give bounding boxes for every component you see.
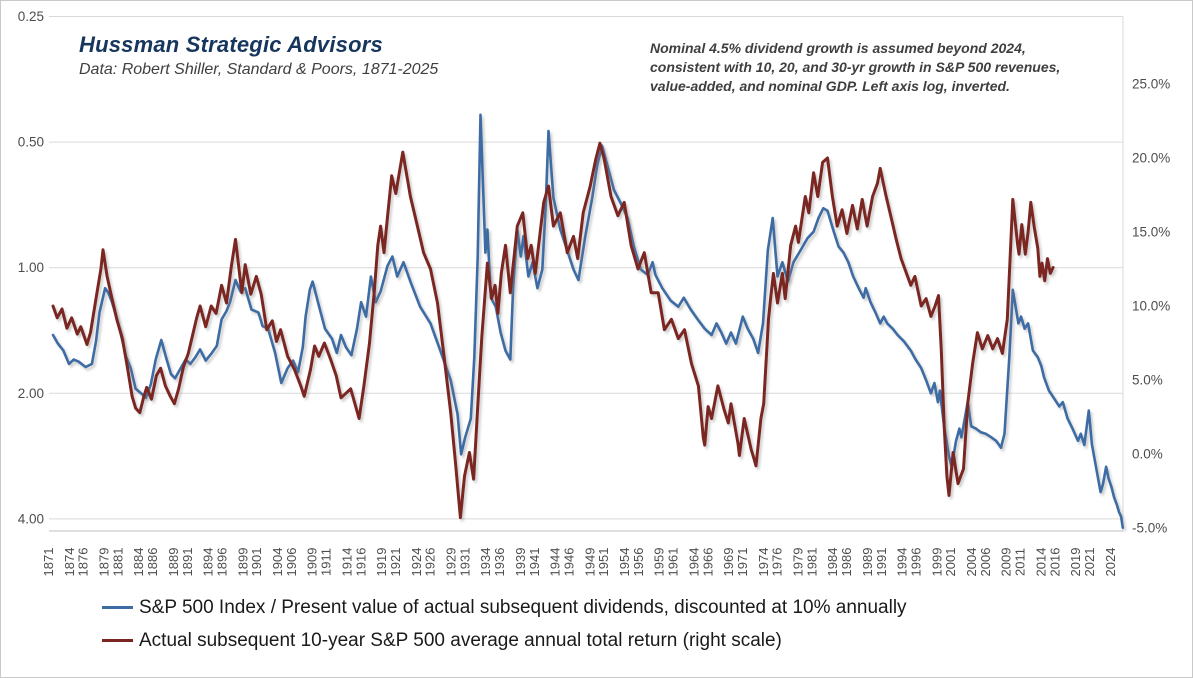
right-axis-tick-label: 20.0% (1132, 151, 1170, 166)
x-axis-tick-label: 1894 (201, 548, 216, 577)
x-axis-tick-label: 2024 (1103, 548, 1118, 577)
x-axis-tick-label: 1906 (284, 548, 299, 577)
x-axis-tick-label: 1876 (76, 548, 91, 577)
x-axis-tick-label: 1886 (145, 548, 160, 577)
x-axis-tick-label: 2001 (943, 548, 958, 577)
x-axis-tick-label: 1909 (305, 548, 320, 577)
x-axis-tick-label: 1881 (110, 548, 125, 577)
chart-legend: S&P 500 Index / Present value of actual … (102, 591, 907, 657)
x-axis-tick-label: 1969 (721, 548, 736, 577)
chart-annotation: Nominal 4.5% dividend growth is assumed … (650, 39, 1060, 96)
x-axis-tick-label: 1889 (166, 548, 181, 577)
blue-series-swatch (102, 606, 133, 609)
x-axis-tick-label: 1951 (596, 548, 611, 577)
x-axis-tick-label: 2019 (1068, 548, 1083, 577)
chart-header: Hussman Strategic Advisors Data: Robert … (79, 32, 438, 79)
x-axis-tick-label: 1926 (423, 548, 438, 577)
legend-item-red-series: Actual subsequent 10-year S&P 500 averag… (102, 624, 907, 657)
x-axis-tick-label: 1974 (756, 548, 771, 577)
right-axis-tick-label: 5.0% (1132, 373, 1163, 388)
x-axis-tick-label: 2021 (1082, 548, 1097, 577)
x-axis-tick-label: 1954 (617, 548, 632, 577)
left-axis-tick-label: 1.00 (18, 260, 44, 275)
x-axis-tick-label: 1999 (929, 548, 944, 577)
x-axis-tick-label: 1956 (631, 548, 646, 577)
x-axis-tick-label: 1966 (700, 548, 715, 577)
x-axis-tick-label: 1879 (97, 548, 112, 577)
annotation-line-1: Nominal 4.5% dividend growth is assumed … (650, 40, 1026, 56)
x-axis-tick-label: 1916 (353, 548, 368, 577)
x-axis-tick-label: 1959 (652, 548, 667, 577)
left-axis-tick-label: 0.25 (18, 9, 44, 24)
x-axis-tick-label: 1994 (895, 548, 910, 577)
x-axis-tick-label: 1911 (319, 548, 334, 576)
x-axis-tick-label: 1884 (131, 548, 146, 577)
x-axis-tick-label: 1929 (444, 548, 459, 577)
legend-item-blue-series: S&P 500 Index / Present value of actual … (102, 591, 907, 624)
red-series-swatch (102, 639, 133, 642)
chart-subtitle: Data: Robert Shiller, Standard & Poors, … (79, 61, 439, 78)
left-axis-tick-label: 4.00 (18, 511, 44, 526)
left-axis-tick-label: 0.50 (18, 135, 44, 150)
x-axis-tick-label: 1939 (513, 548, 528, 577)
x-axis-tick-label: 1919 (374, 548, 389, 577)
x-axis-tick-label: 2011 (1013, 548, 1028, 576)
x-axis-tick-label: 1921 (388, 548, 403, 577)
x-axis-tick-label: 1914 (339, 548, 354, 577)
red-series-line (51, 141, 1055, 520)
x-axis-tick-label: 2006 (978, 548, 993, 577)
x-axis-tick-label: 1971 (735, 548, 750, 577)
right-axis-tick-label: -5.0% (1132, 521, 1167, 536)
x-axis-tick-label: 1961 (666, 548, 681, 577)
x-axis-tick-label: 1931 (457, 548, 472, 577)
x-axis-tick-label: 1901 (249, 548, 264, 577)
x-axis-tick-label: 2014 (1033, 548, 1048, 577)
x-axis-tick-label: 1991 (874, 548, 889, 577)
x-axis-tick-label: 1981 (804, 548, 819, 577)
right-axis-tick-label: 15.0% (1132, 225, 1170, 240)
blue-series-line (51, 113, 1125, 529)
right-axis-tick-label: 10.0% (1132, 299, 1170, 314)
x-axis-tick-label: 1976 (770, 548, 785, 577)
x-axis-tick-label: 1904 (270, 548, 285, 577)
x-axis-tick-label: 1936 (492, 548, 507, 577)
x-axis-tick-label: 1984 (825, 548, 840, 577)
x-axis-tick-label: 1899 (235, 548, 250, 577)
x-axis-tick-label: 1944 (548, 548, 563, 577)
left-axis-tick-label: 2.00 (18, 386, 44, 401)
right-axis-tick-label: 0.0% (1132, 447, 1163, 462)
x-axis-tick-label: 1949 (582, 548, 597, 577)
x-axis-tick-label: 1941 (527, 548, 542, 577)
x-axis-tick-label: 1874 (62, 548, 77, 577)
annotation-line-3: value-added, and nominal GDP. Left axis … (650, 78, 1010, 94)
x-axis-tick-label: 2009 (999, 548, 1014, 577)
x-axis-tick-label: 1986 (839, 548, 854, 577)
x-axis-tick-label: 1979 (791, 548, 806, 577)
x-axis-tick-label: 2004 (964, 548, 979, 577)
x-axis-tick-label: 1964 (686, 548, 701, 577)
x-axis-tick-label: 1896 (215, 548, 230, 577)
annotation-line-2: consistent with 10, 20, and 30-yr growth… (650, 59, 1061, 75)
x-axis-tick-label: 1934 (478, 548, 493, 577)
chart-title: Hussman Strategic Advisors (79, 32, 383, 57)
legend-label-blue-series: S&P 500 Index / Present value of actual … (139, 596, 907, 618)
legend-label-red-series: Actual subsequent 10-year S&P 500 averag… (139, 629, 782, 651)
x-axis-tick-label: 1989 (860, 548, 875, 577)
x-axis-tick-label: 2016 (1047, 548, 1062, 577)
x-axis-tick-label: 1996 (909, 548, 924, 577)
x-axis-tick-label: 1946 (562, 548, 577, 577)
right-axis-tick-label: 25.0% (1132, 77, 1170, 92)
x-axis-tick-label: 1924 (409, 548, 424, 577)
x-axis-tick-label: 1891 (180, 548, 195, 577)
x-axis-tick-label: 1871 (41, 548, 56, 577)
